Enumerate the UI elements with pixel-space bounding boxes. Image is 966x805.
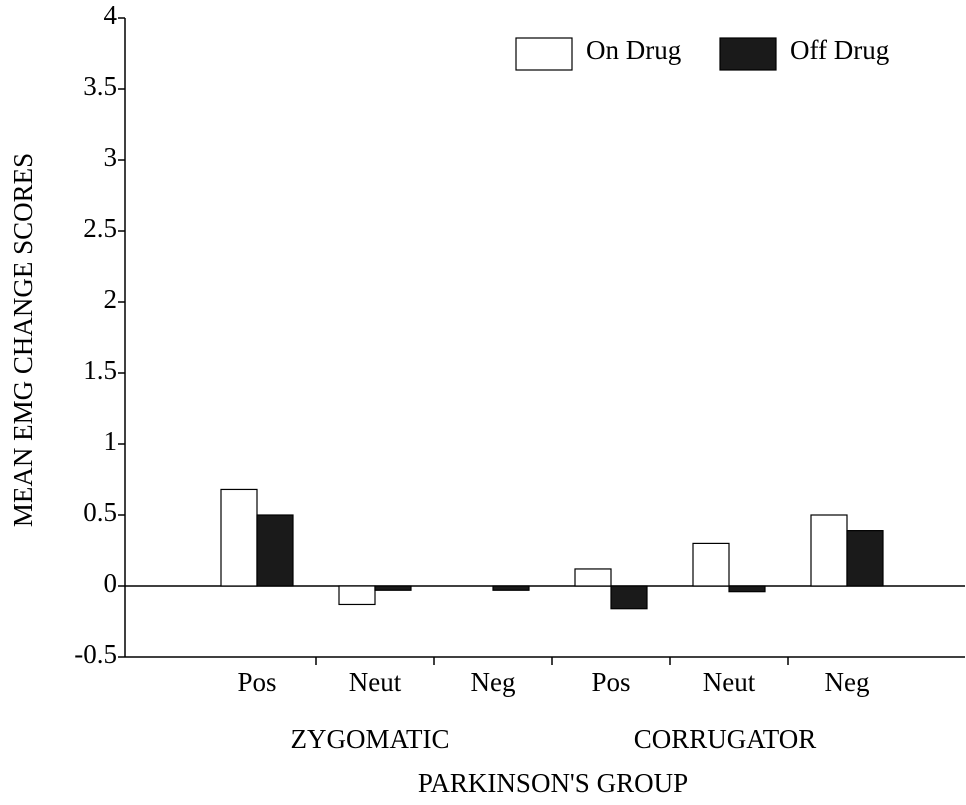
bar [846, 530, 884, 587]
y-tick-label: -0.5 [74, 639, 117, 669]
bar [220, 488, 258, 587]
x-tick-label: Neut [703, 667, 756, 697]
x-tick-label: Neut [349, 667, 402, 697]
y-tick-label: 3 [104, 142, 118, 172]
y-tick-label: 4 [104, 0, 118, 30]
group-label: CORRUGATOR [634, 724, 817, 754]
y-tick-label: 1 [104, 426, 118, 456]
y-axis-label: MEAN EMG CHANGE SCORES [8, 153, 38, 527]
x-tick-label: Pos [237, 667, 276, 697]
legend-label: Off Drug [790, 35, 889, 65]
bar [692, 542, 730, 587]
y-tick-label: 2 [104, 284, 118, 314]
y-tick-label: 2.5 [83, 213, 117, 243]
legend-label: On Drug [586, 35, 681, 65]
bar [610, 585, 648, 610]
bar [338, 585, 376, 606]
group-label: ZYGOMATIC [291, 724, 450, 754]
y-tick-label: 0 [104, 568, 118, 598]
y-tick-label: 0.5 [83, 497, 117, 527]
bar [492, 585, 530, 591]
bar [574, 568, 612, 587]
y-tick-label: 3.5 [83, 71, 117, 101]
bar [810, 514, 848, 587]
x-axis-label: PARKINSON'S GROUP [418, 768, 688, 798]
x-tick-label: Neg [471, 667, 516, 697]
x-tick-label: Neg [825, 667, 870, 697]
bar [374, 585, 412, 591]
bar [256, 514, 294, 587]
x-tick-label: Pos [591, 667, 630, 697]
y-tick-label: 1.5 [83, 355, 117, 385]
legend-swatch [515, 37, 573, 71]
legend-swatch [719, 37, 777, 71]
bar [728, 585, 766, 593]
